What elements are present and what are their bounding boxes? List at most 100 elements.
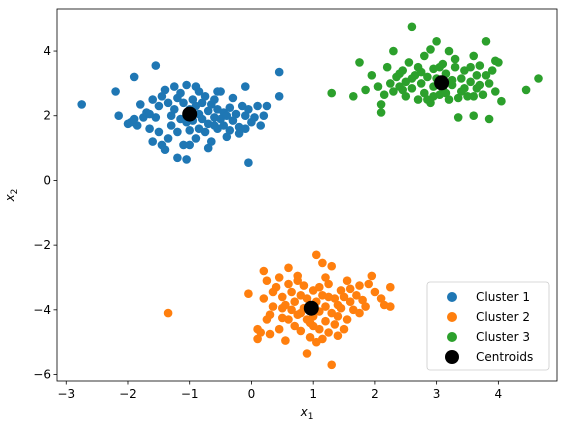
cluster-1-point: [129, 114, 139, 124]
cluster-1-point: [200, 92, 210, 101]
cluster-1-point: [176, 88, 185, 98]
cluster-3-point: [327, 88, 337, 98]
y-tick-label: −2: [33, 238, 51, 252]
legend-marker-cluster-1: [447, 292, 457, 302]
cluster-1-point: [185, 140, 194, 150]
cluster-2-point: [305, 333, 315, 342]
cluster-3-point: [407, 74, 417, 83]
cluster-2-point: [296, 326, 306, 336]
cluster-2-point: [259, 294, 269, 303]
cluster-3-point: [475, 80, 485, 90]
cluster-1-point: [219, 121, 228, 130]
cluster-2-point: [284, 263, 293, 273]
x-axis-label: x1: [300, 405, 314, 422]
cluster-3-point: [491, 87, 500, 96]
cluster-1-point: [244, 105, 253, 114]
legend-label-cluster-3: Cluster 3: [476, 330, 530, 344]
x-axis-label-subscript: 1: [308, 412, 314, 422]
cluster-1-point: [234, 129, 244, 138]
cluster-3-point: [463, 92, 472, 101]
cluster-2-point: [333, 312, 343, 321]
cluster-1-point: [182, 155, 191, 164]
cluster-2-point: [290, 297, 300, 307]
cluster-1-point: [256, 121, 266, 130]
cluster-3-point: [475, 61, 485, 70]
cluster-1-point: [166, 111, 176, 120]
cluster-2-point: [330, 320, 340, 329]
cluster-2-point: [287, 287, 296, 297]
cluster-1-point: [166, 121, 176, 130]
cluster-1-point: [203, 143, 213, 153]
cluster-2-point: [256, 328, 266, 337]
cluster-3-point: [404, 58, 414, 67]
cluster-3-point: [450, 54, 460, 64]
cluster-2-point: [315, 324, 324, 334]
x-tick-label: 4: [495, 387, 503, 401]
cluster-2-point: [327, 360, 337, 370]
x-tick-label: 2: [371, 387, 379, 401]
cluster-3-point: [534, 74, 543, 83]
cluster-1-point: [194, 124, 204, 133]
cluster-1-point: [274, 67, 284, 77]
cluster-2-point: [376, 294, 386, 303]
cluster-2-point: [278, 303, 287, 313]
cluster-1-point: [241, 111, 250, 120]
cluster-2-point: [336, 303, 346, 313]
cluster-1-point: [154, 127, 164, 137]
ticks-layer: −3 −2 −1 0 1 2 3 4 −6 −4 −2 0 2 4: [33, 44, 502, 401]
cluster-1-point: [163, 98, 173, 108]
cluster-2-point: [268, 287, 278, 297]
cluster-1-point: [259, 111, 269, 120]
cluster-3-point: [435, 62, 445, 72]
y-axis-label-main: x: [3, 193, 17, 202]
cluster-1-point: [145, 109, 154, 119]
cluster-1-point: [179, 140, 188, 150]
cluster-1-point: [170, 82, 179, 91]
x-tick-label: 3: [433, 387, 441, 401]
cluster-2-point: [278, 292, 287, 302]
cluster-2-point: [321, 316, 330, 326]
cluster-1-point: [145, 124, 154, 133]
cluster-2-point: [312, 250, 321, 260]
cluster-2-point: [342, 315, 352, 324]
cluster-3-point: [481, 37, 491, 46]
cluster-2-point: [339, 292, 349, 302]
x-tick-label: −2: [119, 387, 137, 401]
cluster-3-point: [407, 22, 417, 32]
y-axis-label: x2: [3, 189, 20, 203]
cluster-3-point: [420, 51, 429, 61]
cluster-3-point: [466, 77, 475, 87]
cluster-1-point: [197, 114, 207, 124]
cluster-3-point: [497, 96, 506, 106]
cluster-2-point: [355, 308, 364, 318]
cluster-1-point: [148, 95, 157, 104]
cluster-3-point: [484, 114, 494, 124]
cluster-3-point: [453, 113, 463, 122]
cluster-2-point: [324, 328, 333, 337]
cluster-3-point: [376, 108, 386, 117]
centroid-point: [303, 300, 319, 316]
cluster-2-point: [274, 273, 284, 282]
cluster-3-point: [469, 111, 479, 120]
y-axis-label-subscript: 2: [10, 189, 20, 195]
cluster-1-point: [210, 95, 219, 104]
x-tick-label: −3: [57, 387, 75, 401]
legend-label-centroids: Centroids: [476, 350, 533, 364]
cluster-3-point: [444, 46, 454, 56]
cluster-2-point: [284, 279, 293, 289]
cluster-2-point: [284, 315, 293, 324]
cluster-2-point: [355, 281, 364, 290]
cluster-3-point: [472, 71, 482, 80]
cluster-1-point: [136, 100, 145, 109]
cluster-3-point: [420, 88, 429, 98]
legend: Cluster 1 Cluster 2 Cluster 3 Centroids: [426, 281, 550, 371]
cluster-1-point: [173, 127, 182, 137]
cluster-2-point: [318, 334, 327, 344]
cluster-3-point: [416, 67, 426, 77]
cluster-3-point: [423, 72, 432, 82]
cluster-3-point: [426, 45, 435, 54]
cluster-1-point: [231, 109, 241, 119]
cluster-3-point: [487, 66, 497, 75]
cluster-2-point: [253, 334, 262, 344]
cluster-1-point: [207, 137, 216, 146]
